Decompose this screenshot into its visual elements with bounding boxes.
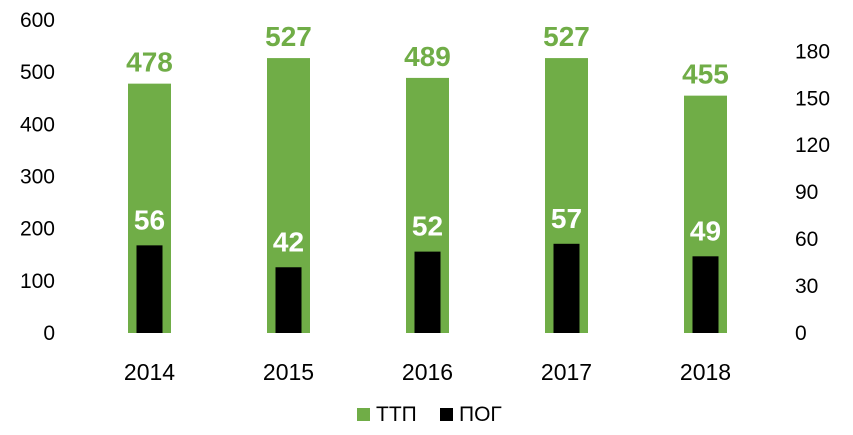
x-tick-label: 2017 [541, 359, 592, 385]
data-label-ttp: 489 [404, 41, 451, 72]
y2-tick-label: 150 [795, 87, 830, 110]
data-label-ttp: 527 [543, 21, 590, 52]
x-tick-label: 2018 [680, 359, 731, 385]
y-tick-label: 500 [20, 61, 55, 84]
bar-pog [414, 251, 441, 333]
bar-pog [275, 267, 302, 333]
data-label-pog: 56 [134, 204, 165, 235]
bar-pog [553, 243, 580, 333]
data-label-ttp: 527 [265, 21, 312, 52]
data-label-pog: 52 [412, 211, 443, 242]
x-tick-label: 2015 [263, 359, 314, 385]
x-tick-label: 2016 [402, 359, 453, 385]
y2-tick-label: 60 [795, 228, 818, 251]
y2-tick-label: 90 [795, 181, 818, 204]
y2-tick-label: 180 [795, 40, 830, 63]
data-label-pog: 57 [551, 203, 582, 234]
y-tick-label: 600 [20, 9, 55, 32]
y-tick-label: 300 [20, 166, 55, 189]
bar-pog [692, 256, 719, 333]
y2-tick-label: 120 [795, 134, 830, 157]
legend-swatch [440, 408, 453, 421]
y2-tick-label: 0 [795, 322, 807, 345]
data-label-ttp: 478 [126, 47, 173, 78]
legend: ТТП ПОГ [357, 403, 502, 426]
bar-pog [136, 245, 163, 333]
legend-label: ПОГ [459, 403, 502, 426]
y-tick-label: 200 [20, 218, 55, 241]
y2-tick-label: 30 [795, 275, 818, 298]
data-label-ttp: 455 [682, 59, 729, 90]
legend-label: ТТП [376, 403, 417, 426]
x-axis: 2014 2015 2016 2017 2018 [124, 359, 731, 385]
legend-swatch [357, 408, 370, 421]
data-labels: 478 527 489 527 455 56 42 52 57 49 [126, 21, 729, 257]
y-tick-label: 100 [20, 270, 55, 293]
y-tick-label: 400 [20, 113, 55, 136]
x-tick-label: 2014 [124, 359, 175, 385]
y-tick-label: 0 [43, 322, 55, 345]
data-label-pog: 49 [690, 215, 721, 246]
data-label-pog: 42 [273, 226, 304, 257]
bars-secondary [136, 243, 719, 333]
y-axis-right: 0 30 60 90 120 150 180 [795, 40, 830, 345]
y-axis-left: 0 100 200 300 400 500 600 [20, 9, 55, 345]
